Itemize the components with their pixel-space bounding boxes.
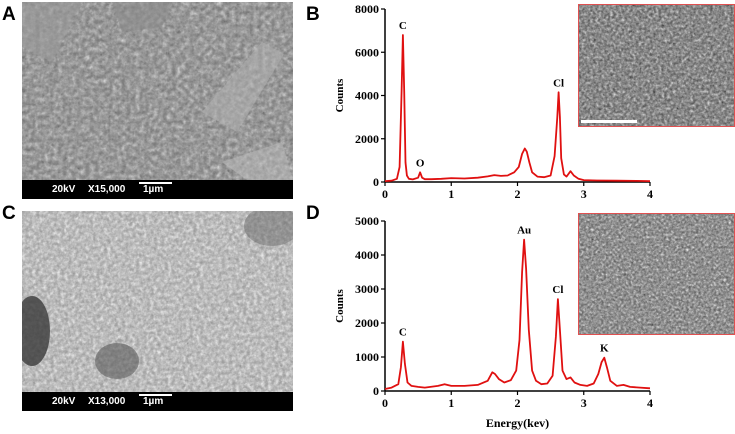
y-axis-label-d: Counts [334, 288, 346, 322]
sem-scalebar-c [139, 394, 172, 396]
x-tick-label-b: 1 [448, 187, 454, 201]
inset-image-d [578, 213, 735, 335]
x-tick-label-d: 2 [515, 396, 521, 410]
sem-texture-a [22, 2, 293, 199]
y-tick-label-d: 1000 [355, 350, 379, 364]
sem-texture-c [22, 211, 293, 411]
sem-scale-label-c: 1µm [143, 396, 164, 407]
inset-texture-b [579, 5, 734, 126]
y-tick-label-d: 4000 [355, 248, 379, 262]
panel-letter-d: D [306, 203, 320, 224]
y-tick-label-d: 3000 [355, 282, 379, 296]
panel-letter-c: C [2, 203, 16, 224]
x-tick-label-b: 4 [647, 187, 653, 201]
peak-label-c-b: C [399, 20, 407, 32]
y-axis-label-b: Counts [334, 78, 346, 112]
y-tick-label-d: 5000 [355, 214, 379, 228]
x-axis-label-d: Energy(kev) [486, 416, 549, 430]
spectrum-line-b [384, 34, 651, 182]
inset-scalebar-b [581, 120, 637, 123]
sem-scale-label-a: 1µm [143, 184, 164, 195]
sem-voltage-a: 20kV [52, 184, 76, 195]
y-tick-label-b: 6000 [355, 45, 379, 59]
inset-image-b [578, 4, 735, 127]
y-tick-label-d: 2000 [355, 316, 379, 330]
sem-info-bar-a: 20kV X15,000 1µm [22, 180, 293, 199]
peak-label-c-d: C [399, 327, 407, 339]
x-tick-label-b: 2 [515, 187, 521, 201]
peak-label-k-d: K [600, 343, 609, 355]
sem-magnification-a: X15,000 [88, 184, 126, 195]
x-tick-label-d: 1 [448, 396, 454, 410]
sem-scalebar-a [139, 182, 172, 184]
x-tick-label-d: 4 [647, 396, 653, 410]
x-tick-label-b: 0 [382, 187, 388, 201]
x-tick-label-d: 3 [581, 396, 587, 410]
panel-letter-a: A [2, 4, 16, 25]
inset-texture-d [579, 214, 734, 334]
sem-voltage-c: 20kV [52, 396, 76, 407]
peak-label-o-b: O [416, 157, 425, 169]
y-tick-label-b: 0 [373, 175, 379, 189]
x-tick-label-d: 0 [382, 396, 388, 410]
sem-image-c: 20kV X13,000 1µm [22, 211, 293, 411]
peak-label-au-d: Au [517, 225, 531, 237]
y-tick-label-b: 2000 [355, 132, 379, 146]
sem-magnification-c: X13,000 [88, 396, 126, 407]
y-tick-label-d: 0 [373, 384, 379, 398]
y-tick-label-b: 4000 [355, 89, 379, 103]
spectrum-line-d [384, 238, 651, 390]
sem-info-bar-c: 20kV X13,000 1µm [22, 392, 293, 411]
peak-label-cl-b: Cl [553, 77, 564, 89]
panel-letter-b: B [306, 4, 320, 25]
x-tick-label-b: 3 [581, 187, 587, 201]
y-tick-label-b: 8000 [355, 2, 379, 16]
peak-label-cl-d: Cl [552, 284, 563, 296]
sem-image-a: 20kV X15,000 1µm [22, 2, 293, 199]
